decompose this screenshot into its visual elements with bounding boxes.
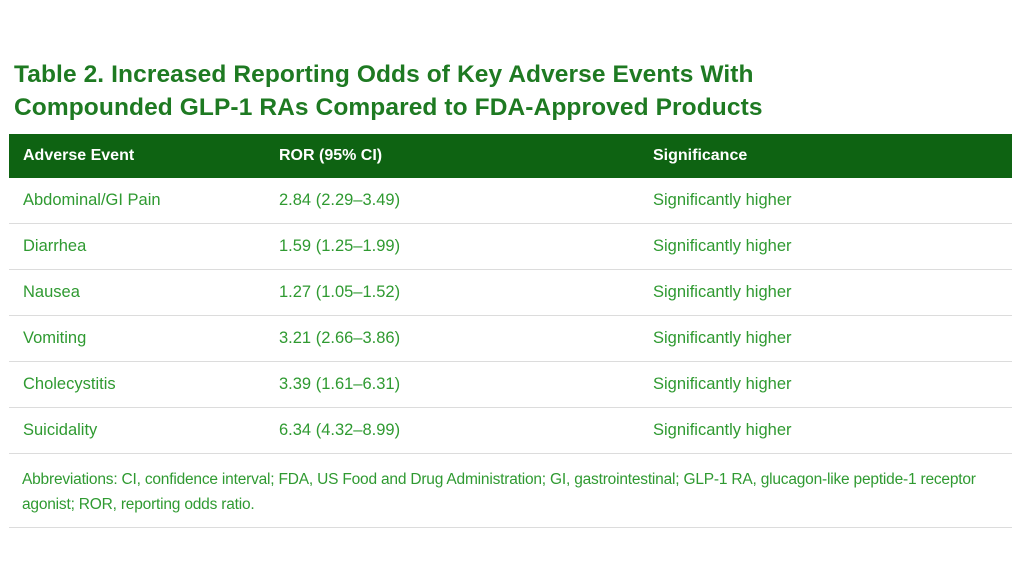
cell-ror: 6.34 (4.32–8.99): [279, 407, 653, 454]
table-row: Cholecystitis 3.39 (1.61–6.31) Significa…: [9, 361, 1012, 408]
cell-ror: 1.59 (1.25–1.99): [279, 223, 653, 270]
cell-significance: Significantly higher: [653, 407, 1012, 454]
cell-adverse-event: Suicidality: [9, 407, 279, 454]
cell-adverse-event: Abdominal/GI Pain: [9, 178, 279, 224]
table-row: Diarrhea 1.59 (1.25–1.99) Significantly …: [9, 223, 1012, 270]
table-row: Vomiting 3.21 (2.66–3.86) Significantly …: [9, 315, 1012, 362]
cell-ror: 2.84 (2.29–3.49): [279, 178, 653, 224]
table-title: Table 2. Increased Reporting Odds of Key…: [14, 58, 1004, 124]
table-title-line-2: Compounded GLP-1 RAs Compared to FDA-App…: [14, 94, 763, 121]
abbreviations-footnote: Abbreviations: CI, confidence interval; …: [9, 457, 1012, 528]
cell-significance: Significantly higher: [653, 361, 1012, 408]
cell-significance: Significantly higher: [653, 269, 1012, 316]
adverse-events-table: Adverse Event ROR (95% CI) Significance …: [9, 134, 1012, 454]
cell-adverse-event: Cholecystitis: [9, 361, 279, 408]
cell-ror: 1.27 (1.05–1.52): [279, 269, 653, 316]
cell-adverse-event: Nausea: [9, 269, 279, 316]
column-header-significance: Significance: [653, 147, 748, 164]
adverse-events-table-container: Adverse Event ROR (95% CI) Significance …: [9, 134, 1012, 454]
cell-ror: 3.21 (2.66–3.86): [279, 315, 653, 362]
cell-adverse-event: Vomiting: [9, 315, 279, 362]
cell-adverse-event: Diarrhea: [9, 223, 279, 270]
cell-significance: Significantly higher: [653, 223, 1012, 270]
table-title-line-1: Table 2. Increased Reporting Odds of Key…: [14, 61, 754, 88]
cell-significance: Significantly higher: [653, 315, 1012, 362]
column-header-ror: ROR (95% CI): [279, 147, 383, 164]
column-header-adverse-event: Adverse Event: [23, 147, 135, 164]
table-row: Nausea 1.27 (1.05–1.52) Significantly hi…: [9, 269, 1012, 316]
cell-significance: Significantly higher: [653, 178, 1012, 224]
table-header-row: Adverse Event ROR (95% CI) Significance: [9, 134, 1012, 178]
table-row: Suicidality 6.34 (4.32–8.99) Significant…: [9, 407, 1012, 454]
cell-ror: 3.39 (1.61–6.31): [279, 361, 653, 408]
table-row: Abdominal/GI Pain 2.84 (2.29–3.49) Signi…: [9, 178, 1012, 224]
